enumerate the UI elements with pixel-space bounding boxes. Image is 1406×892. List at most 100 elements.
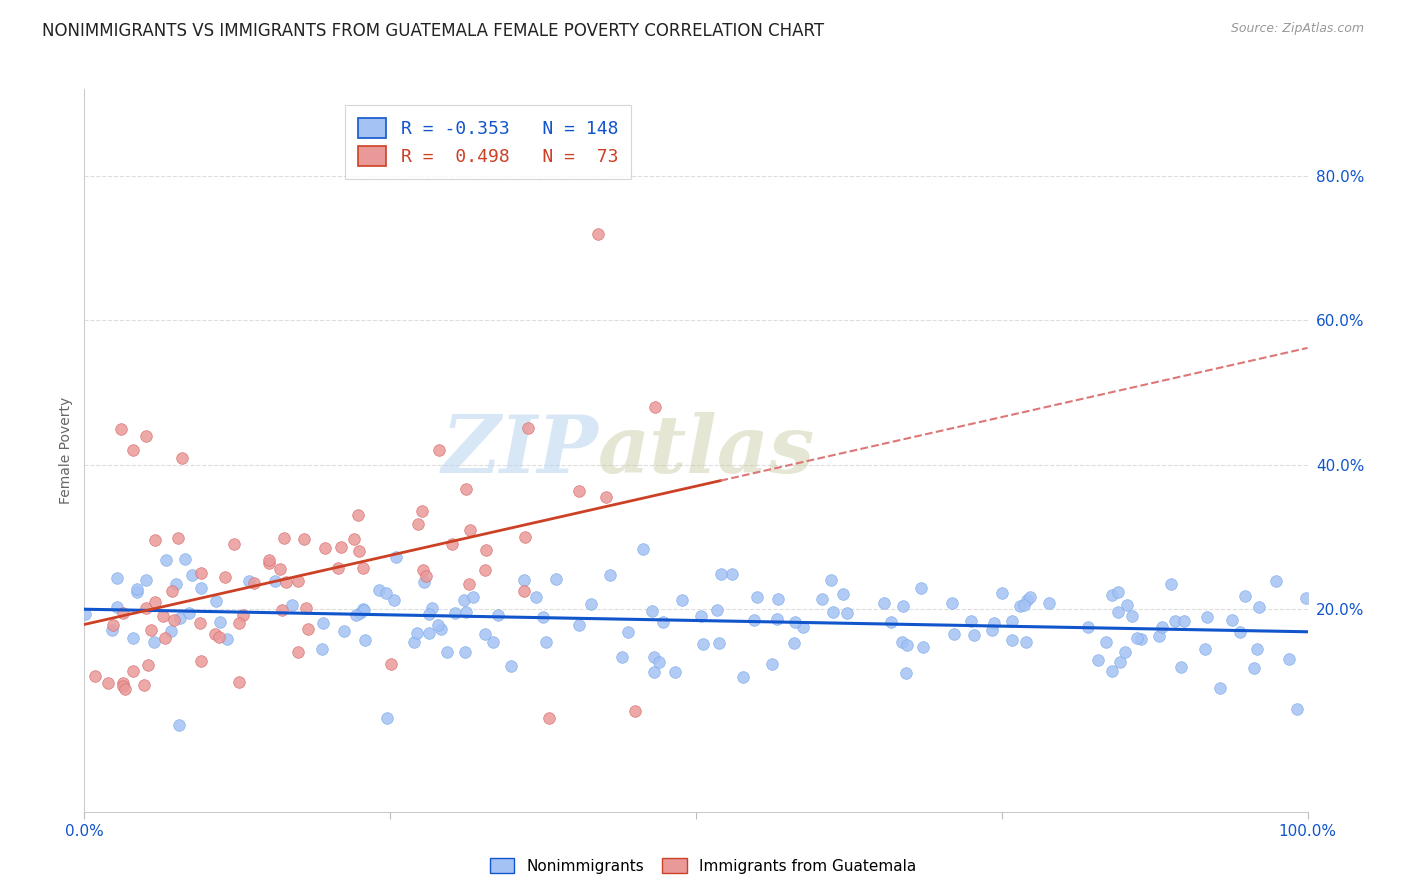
Point: [257, 552, 280, 566]
Point: [112, 679, 135, 693]
Point: [314, 541, 336, 556]
Point: [135, 600, 157, 615]
Point: [105, 571, 128, 585]
Point: [1001, 633, 1024, 648]
Point: [707, 636, 730, 650]
Point: [163, 613, 186, 627]
Point: [991, 586, 1014, 600]
Point: [1170, 659, 1192, 673]
Point: [610, 649, 633, 664]
Point: [375, 586, 398, 600]
Point: [643, 665, 665, 679]
Legend: Nonimmigrants, Immigrants from Guatemala: Nonimmigrants, Immigrants from Guatemala: [484, 852, 922, 880]
Point: [482, 634, 505, 648]
Point: [181, 568, 204, 582]
Point: [441, 537, 464, 551]
Point: [214, 569, 236, 583]
Point: [295, 601, 318, 615]
Point: [1087, 653, 1109, 667]
Point: [981, 623, 1004, 637]
Point: [821, 605, 844, 619]
Point: [232, 607, 254, 622]
Point: [167, 718, 190, 732]
Point: [896, 638, 918, 652]
Point: [1147, 629, 1170, 643]
Point: [190, 566, 212, 580]
Point: [474, 627, 496, 641]
Point: [643, 650, 665, 665]
Point: [333, 624, 356, 638]
Point: [647, 655, 669, 669]
Point: [349, 606, 371, 620]
Point: [599, 568, 621, 582]
Point: [352, 602, 374, 616]
Point: [1121, 608, 1143, 623]
Point: [783, 636, 806, 650]
Point: [546, 572, 568, 586]
Point: [352, 561, 374, 575]
Point: [228, 616, 250, 631]
Point: [1295, 591, 1317, 606]
Point: [205, 594, 228, 608]
Point: [172, 450, 194, 465]
Point: [122, 664, 145, 678]
Point: [731, 670, 754, 684]
Point: [1008, 599, 1031, 614]
Point: [526, 590, 548, 604]
Point: [912, 640, 935, 654]
Point: [568, 618, 591, 632]
Point: [112, 607, 135, 621]
Point: [141, 623, 163, 637]
Point: [1173, 614, 1195, 628]
Point: [312, 615, 335, 630]
Point: [122, 443, 145, 458]
Point: [891, 599, 914, 614]
Point: [1001, 614, 1024, 628]
Point: [534, 635, 557, 649]
Point: [153, 631, 176, 645]
Point: [406, 516, 429, 531]
Point: [960, 614, 983, 628]
Point: [457, 577, 479, 591]
Point: [910, 581, 932, 595]
Point: [1164, 614, 1187, 628]
Point: [1285, 702, 1308, 716]
Point: [873, 596, 896, 610]
Point: [127, 585, 149, 599]
Point: [174, 551, 197, 566]
Point: [706, 603, 728, 617]
Point: [761, 657, 783, 672]
Point: [343, 532, 366, 546]
Point: [579, 597, 602, 611]
Point: [367, 582, 389, 597]
Point: [1101, 664, 1123, 678]
Point: [165, 577, 187, 591]
Point: [135, 429, 157, 443]
Point: [166, 531, 188, 545]
Point: [820, 574, 842, 588]
Point: [328, 560, 350, 574]
Text: NONIMMIGRANTS VS IMMIGRANTS FROM GUATEMALA FEMALE POVERTY CORRELATION CHART: NONIMMIGRANTS VS IMMIGRANTS FROM GUATEMA…: [42, 22, 824, 40]
Point: [73, 607, 96, 621]
Point: [456, 482, 478, 496]
Point: [453, 593, 475, 607]
Point: [879, 615, 901, 629]
Point: [412, 563, 434, 577]
Point: [190, 582, 212, 596]
Point: [811, 592, 834, 607]
Point: [427, 618, 450, 632]
Point: [347, 508, 370, 522]
Point: [1107, 585, 1129, 599]
Point: [1114, 645, 1136, 659]
Point: [1130, 632, 1153, 647]
Point: [1116, 598, 1139, 612]
Point: [292, 533, 315, 547]
Legend: R = -0.353   N = 148, R =  0.498   N =  73: R = -0.353 N = 148, R = 0.498 N = 73: [344, 105, 631, 178]
Point: [110, 422, 132, 436]
Point: [269, 562, 291, 576]
Point: [228, 675, 250, 690]
Point: [671, 592, 693, 607]
Point: [418, 625, 440, 640]
Point: [121, 631, 143, 645]
Point: [943, 627, 966, 641]
